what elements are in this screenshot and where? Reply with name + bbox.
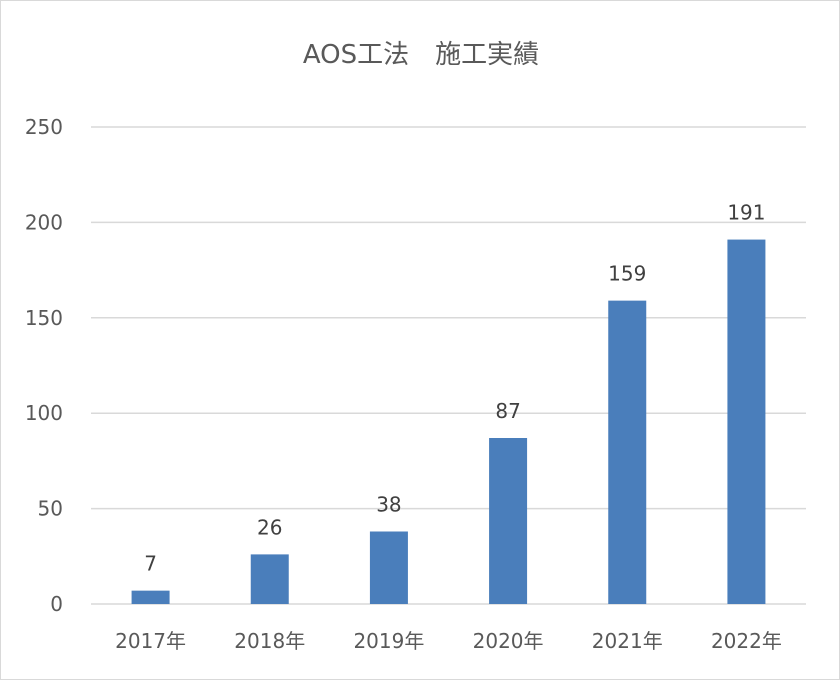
bar xyxy=(369,531,408,604)
x-axis-ticks: 2017年 2018年 2019年 2020年 2021年 2022年 xyxy=(115,629,782,653)
bar xyxy=(131,590,170,604)
bar xyxy=(608,300,647,604)
gridlines xyxy=(91,126,806,605)
bar xyxy=(727,239,766,604)
x-tick-label: 2022年 xyxy=(711,629,782,653)
data-label: 159 xyxy=(608,262,646,286)
y-tick-label: 200 xyxy=(25,210,63,234)
x-tick-label: 2020年 xyxy=(473,629,544,653)
data-label: 7 xyxy=(144,552,157,576)
y-tick-label: 0 xyxy=(50,592,63,616)
y-tick-label: 150 xyxy=(25,306,63,330)
y-axis-ticks: 0 50 100 150 200 250 xyxy=(25,115,63,616)
bar xyxy=(250,554,289,604)
bars xyxy=(131,239,766,604)
data-label: 87 xyxy=(495,399,520,423)
chart-title: AOS工法 施工実績 xyxy=(303,40,539,70)
x-tick-label: 2021年 xyxy=(592,629,663,653)
y-tick-label: 250 xyxy=(25,115,63,139)
data-label: 26 xyxy=(257,515,282,539)
data-label: 38 xyxy=(376,492,401,516)
y-tick-label: 50 xyxy=(38,497,63,521)
data-labels: 7 26 38 87 159 191 xyxy=(144,201,765,576)
bar xyxy=(489,438,528,604)
x-tick-label: 2019年 xyxy=(353,629,424,653)
x-tick-label: 2018年 xyxy=(234,629,305,653)
y-tick-label: 100 xyxy=(25,401,63,425)
data-label: 191 xyxy=(727,201,765,225)
x-tick-label: 2017年 xyxy=(115,629,186,653)
